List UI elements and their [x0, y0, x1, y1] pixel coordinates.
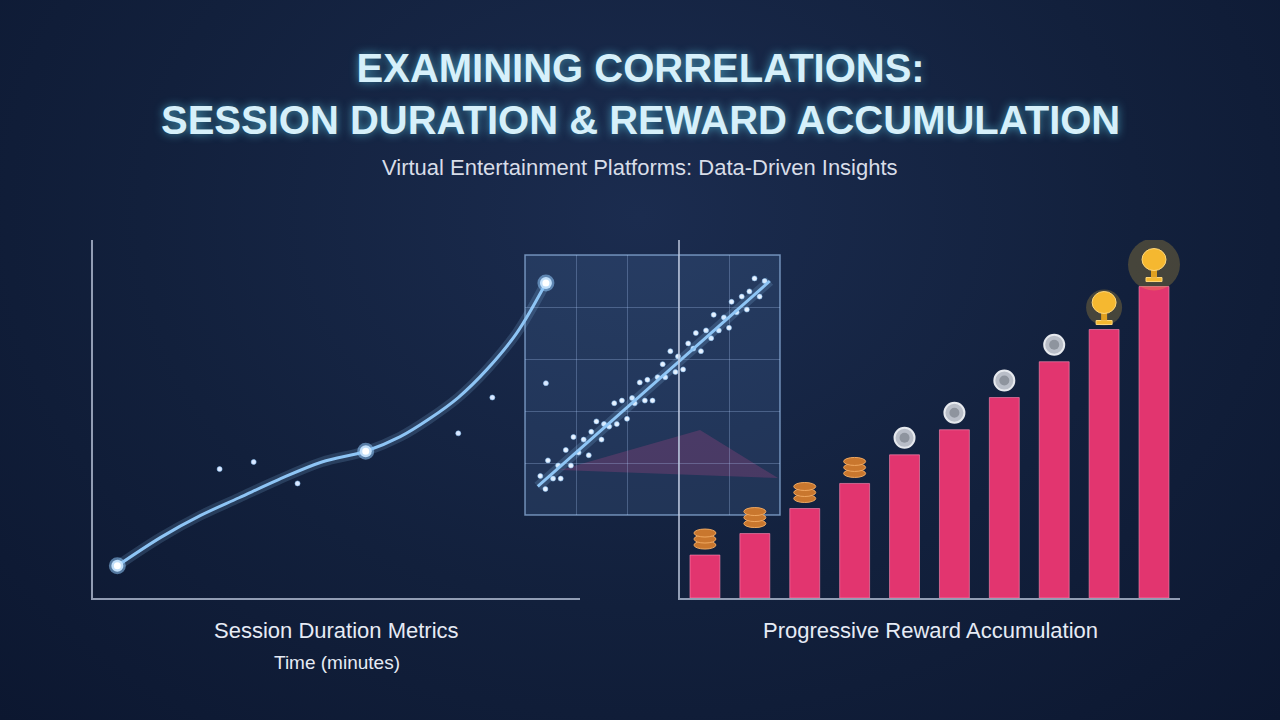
svg-text:Progressive Reward Accumulatio: Progressive Reward Accumulation [763, 618, 1098, 643]
svg-text:EXAMINING CORRELATIONS:SESSION: EXAMINING CORRELATIONS:SESSION DURATION … [161, 46, 1120, 142]
svg-text:Virtual Entertainment Platform: Virtual Entertainment Platforms: Data-Dr… [382, 155, 898, 180]
svg-text:Time (minutes): Time (minutes) [274, 652, 400, 673]
svg-text:Session Duration Metrics: Session Duration Metrics [214, 618, 459, 643]
